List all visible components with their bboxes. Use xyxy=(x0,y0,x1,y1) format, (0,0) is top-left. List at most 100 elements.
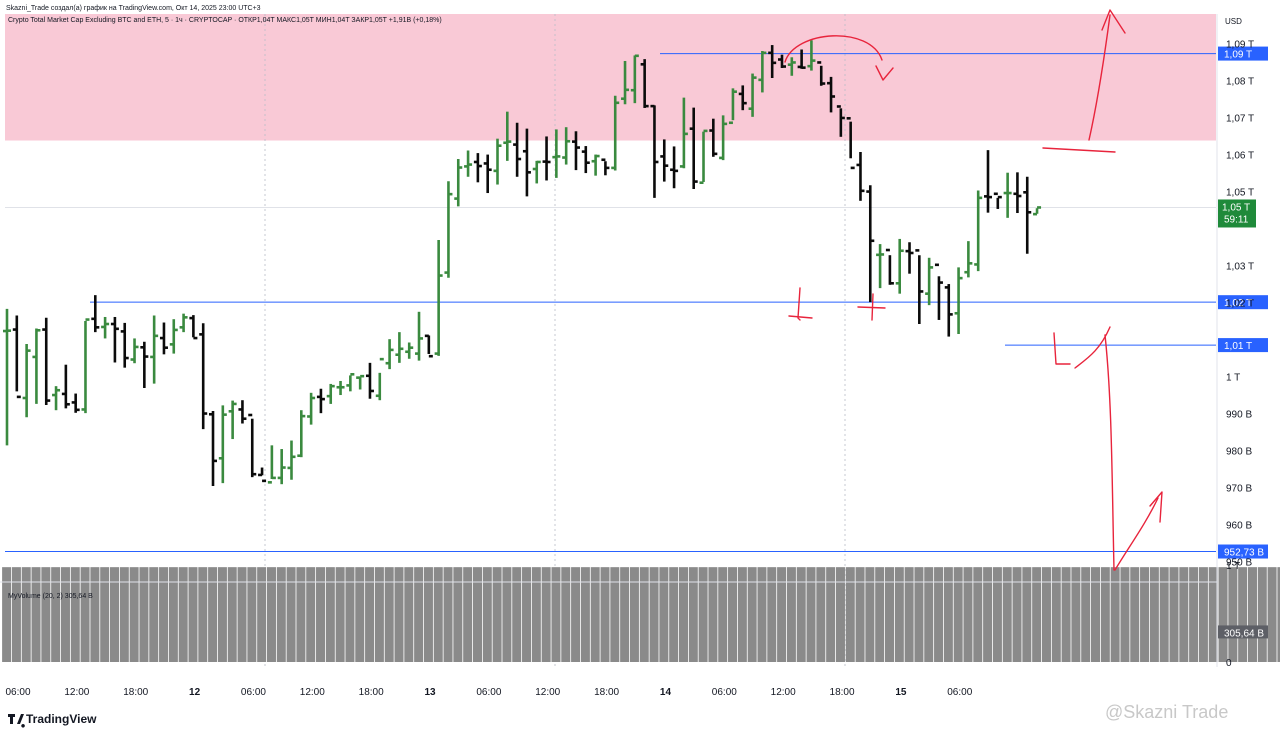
ohlc-bar xyxy=(670,146,679,189)
volume-bar xyxy=(1169,567,1179,662)
volume-bar xyxy=(188,567,198,662)
volume-bar xyxy=(698,567,708,662)
volume-bar xyxy=(610,567,620,662)
ohlc-bar xyxy=(415,311,424,361)
volume-bar xyxy=(561,567,571,662)
ohlc-bar xyxy=(248,413,257,478)
volume-bar xyxy=(394,567,404,662)
ohlc-bar xyxy=(3,308,11,446)
ohlc-bar xyxy=(1003,172,1012,218)
ohlc-bar xyxy=(807,40,816,71)
ohlc-bar xyxy=(709,118,718,157)
volume-bar xyxy=(453,567,463,662)
volume-bar xyxy=(1130,567,1140,662)
ohlc-bar xyxy=(454,159,463,207)
volume-bar xyxy=(345,567,355,662)
x-tick-label: 06:00 xyxy=(712,687,737,698)
ohlc-bar xyxy=(856,151,865,201)
volume-bar xyxy=(737,567,747,662)
volume-bar xyxy=(80,567,90,662)
ohlc-bar xyxy=(277,449,286,485)
ohlc-bar xyxy=(307,392,316,425)
volume-value-badge xyxy=(1218,625,1268,639)
annotation-arc-tip xyxy=(875,65,894,81)
ohlc-bar xyxy=(532,160,541,184)
volume-bar xyxy=(1022,567,1032,662)
y-tick-label: 950 B xyxy=(1226,558,1252,569)
ohlc-bar xyxy=(405,342,414,359)
ohlc-bar xyxy=(326,383,335,404)
ohlc-bar xyxy=(101,316,110,339)
ohlc-bar xyxy=(130,338,139,364)
ohlc-bar xyxy=(375,357,384,401)
ohlc-bar xyxy=(984,150,992,213)
volume-bar xyxy=(904,567,914,662)
y-tick-label: 1,03 T xyxy=(1226,262,1254,273)
volume-bar xyxy=(983,567,993,662)
volume-bar xyxy=(70,567,80,662)
y-tick-label: 1,07 T xyxy=(1226,114,1254,125)
level-badge-label: 1,02 T xyxy=(1224,298,1252,309)
level-badge xyxy=(1218,544,1268,559)
level-badge-label: 1,01 T xyxy=(1224,341,1252,352)
volume-bar xyxy=(992,567,1002,662)
ohlc-bar xyxy=(738,85,747,111)
x-tick-label: 12:00 xyxy=(535,687,560,698)
x-tick-label: 06:00 xyxy=(947,687,972,698)
ohlc-bar xyxy=(365,362,374,399)
author-line: Skazni_Trade создал(а) график на Trading… xyxy=(6,5,261,12)
x-tick-label: 12:00 xyxy=(771,687,796,698)
annotation-minus-sign xyxy=(788,315,813,319)
volume-bar xyxy=(777,567,787,662)
volume-bar xyxy=(678,567,688,662)
y-tick-label: 1 T xyxy=(1226,373,1240,384)
y-tick-label: 1,08 T xyxy=(1226,77,1254,88)
x-tick-label: 12:00 xyxy=(64,687,89,698)
resistance-zone xyxy=(5,14,1216,141)
volume-bar xyxy=(433,567,443,662)
volume-bar xyxy=(620,567,630,662)
x-tick-label: 06:00 xyxy=(476,687,501,698)
volume-bar xyxy=(845,567,855,662)
ohlc-bar xyxy=(42,317,51,406)
ohlc-bar xyxy=(159,322,168,355)
ohlc-bar xyxy=(993,192,1002,209)
level-badge xyxy=(1218,295,1268,310)
volume-bar xyxy=(1061,567,1071,662)
volume-bar xyxy=(963,567,973,662)
volume-bar xyxy=(580,567,590,662)
ohlc-bar xyxy=(562,127,571,165)
ohlc-bar xyxy=(1033,206,1042,216)
ohlc-bar xyxy=(944,284,953,337)
ohlc-bar xyxy=(630,54,639,104)
y-tick-label: 1,09 T xyxy=(1226,40,1254,51)
ohlc-bar xyxy=(81,318,90,414)
ohlc-bar xyxy=(189,315,198,340)
ohlc-bar xyxy=(964,241,973,278)
volume-bar xyxy=(404,567,414,662)
volume-bar xyxy=(31,567,41,662)
volume-bar xyxy=(629,567,639,662)
x-tick-label: 06:00 xyxy=(241,687,266,698)
ohlc-bar xyxy=(758,50,767,93)
volume-bar xyxy=(1071,567,1081,662)
volume-bar xyxy=(659,567,669,662)
volume-bar xyxy=(1081,567,1091,662)
ohlc-bar xyxy=(974,190,983,272)
ohlc-bar xyxy=(169,319,178,354)
ohlc-bar xyxy=(905,242,914,274)
ohlc-bar xyxy=(434,240,443,356)
ohlc-bar xyxy=(1023,176,1032,254)
volume-bar xyxy=(119,567,129,662)
ohlc-bar xyxy=(827,76,836,113)
volume-bar xyxy=(1159,567,1169,662)
ohlc-bar xyxy=(787,57,796,76)
volume-bar xyxy=(335,567,345,662)
ohlc-bar xyxy=(287,440,296,480)
volume-bar xyxy=(826,567,836,662)
volume-bar xyxy=(914,567,924,662)
volume-bar xyxy=(266,567,276,662)
annotation-bounce-line xyxy=(1042,147,1116,153)
ohlc-bar xyxy=(660,139,669,182)
